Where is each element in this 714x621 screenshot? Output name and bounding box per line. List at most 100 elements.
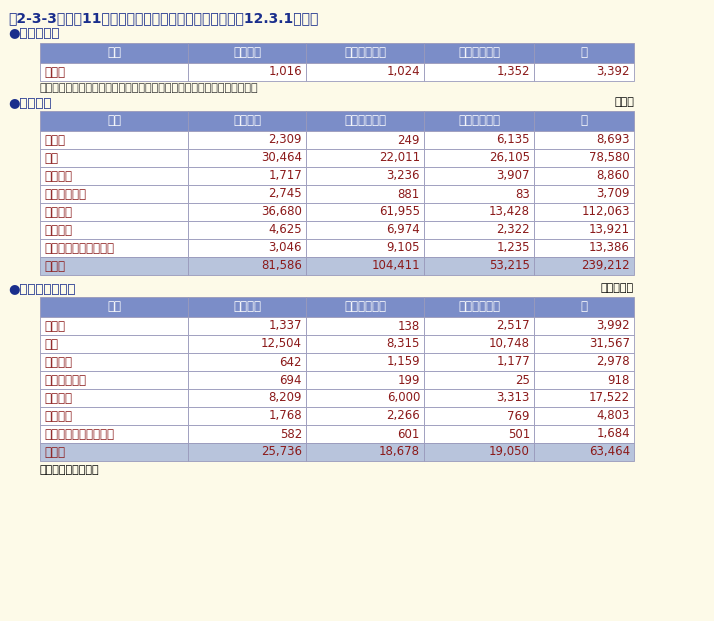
- Text: 10,748: 10,748: [489, 337, 530, 350]
- Text: 高等学校: 高等学校: [44, 391, 72, 404]
- Text: 公益法人: 公益法人: [233, 47, 261, 60]
- Text: 3,907: 3,907: [496, 170, 530, 183]
- Text: 30,464: 30,464: [261, 152, 302, 165]
- Bar: [534, 43, 634, 63]
- Text: 短期大学: 短期大学: [44, 170, 72, 183]
- Bar: [424, 443, 534, 461]
- Text: 19,050: 19,050: [489, 445, 530, 458]
- Text: 12,504: 12,504: [261, 337, 302, 350]
- Text: 合　計: 合 計: [44, 445, 65, 458]
- Text: 専修学校: 専修学校: [44, 409, 72, 422]
- Bar: [424, 185, 534, 203]
- Bar: [40, 353, 188, 371]
- Bar: [306, 389, 424, 407]
- Bar: [534, 63, 634, 81]
- Bar: [306, 63, 424, 81]
- Bar: [306, 43, 424, 63]
- Text: 199: 199: [398, 373, 420, 386]
- Bar: [534, 389, 634, 407]
- Bar: [306, 297, 424, 317]
- Text: 主体数: 主体数: [44, 65, 65, 78]
- Bar: [40, 407, 188, 425]
- Text: 1,016: 1,016: [268, 65, 302, 78]
- Bar: [534, 203, 634, 221]
- Bar: [424, 221, 534, 239]
- Bar: [424, 335, 534, 353]
- Text: 1,024: 1,024: [386, 65, 420, 78]
- Bar: [424, 203, 534, 221]
- Bar: [306, 317, 424, 335]
- Text: 8,693: 8,693: [596, 134, 630, 147]
- Bar: [534, 257, 634, 275]
- Text: 78,580: 78,580: [589, 152, 630, 165]
- Bar: [40, 425, 188, 443]
- Bar: [188, 335, 306, 353]
- Text: 区分: 区分: [107, 301, 121, 314]
- Bar: [40, 111, 188, 131]
- Text: 地方公共団体: 地方公共団体: [344, 114, 386, 127]
- Text: 18,678: 18,678: [379, 445, 420, 458]
- Bar: [188, 353, 306, 371]
- Bar: [40, 203, 188, 221]
- Text: 4,803: 4,803: [597, 409, 630, 422]
- Text: 769: 769: [508, 409, 530, 422]
- Bar: [40, 371, 188, 389]
- Text: 1,235: 1,235: [496, 242, 530, 255]
- Bar: [424, 111, 534, 131]
- Text: 13,428: 13,428: [489, 206, 530, 219]
- Bar: [188, 221, 306, 239]
- Text: 学校・その他: 学校・その他: [458, 114, 500, 127]
- Bar: [424, 63, 534, 81]
- Bar: [424, 149, 534, 167]
- Text: 63,464: 63,464: [589, 445, 630, 458]
- Text: 大学: 大学: [44, 337, 58, 350]
- Text: 4,625: 4,625: [268, 224, 302, 237]
- Bar: [534, 239, 634, 257]
- Text: 1,159: 1,159: [386, 355, 420, 368]
- Bar: [306, 257, 424, 275]
- Text: 3,392: 3,392: [596, 65, 630, 78]
- Text: 6,974: 6,974: [386, 224, 420, 237]
- Text: 計: 計: [580, 114, 588, 127]
- Text: 高等専門学校: 高等専門学校: [44, 188, 86, 201]
- Text: 公益法人: 公益法人: [233, 301, 261, 314]
- Bar: [188, 443, 306, 461]
- Bar: [40, 335, 188, 353]
- Text: 6,135: 6,135: [496, 134, 530, 147]
- Bar: [424, 317, 534, 335]
- Text: 合　計: 合 計: [44, 260, 65, 273]
- Text: 地方公共団体: 地方公共団体: [344, 47, 386, 60]
- Text: 81,586: 81,586: [261, 260, 302, 273]
- Text: 計: 計: [580, 47, 588, 60]
- Text: 1,352: 1,352: [496, 65, 530, 78]
- Bar: [534, 353, 634, 371]
- Bar: [424, 257, 534, 275]
- Bar: [306, 131, 424, 149]
- Bar: [188, 425, 306, 443]
- Bar: [534, 443, 634, 461]
- Text: 22,011: 22,011: [379, 152, 420, 165]
- Text: 公益法人: 公益法人: [233, 114, 261, 127]
- Bar: [188, 167, 306, 185]
- Text: 学校・その他: 学校・その他: [458, 47, 500, 60]
- Text: ●奨学金支給総額: ●奨学金支給総額: [8, 283, 76, 296]
- Bar: [40, 317, 188, 335]
- Text: 3,236: 3,236: [386, 170, 420, 183]
- Bar: [534, 297, 634, 317]
- Bar: [188, 257, 306, 275]
- Text: 3,313: 3,313: [497, 391, 530, 404]
- Bar: [534, 407, 634, 425]
- Bar: [424, 131, 534, 149]
- Bar: [306, 371, 424, 389]
- Bar: [40, 131, 188, 149]
- Text: 8,209: 8,209: [268, 391, 302, 404]
- Bar: [424, 371, 534, 389]
- Bar: [188, 239, 306, 257]
- Bar: [306, 443, 424, 461]
- Bar: [40, 167, 188, 185]
- Text: 25: 25: [515, 373, 530, 386]
- Bar: [424, 353, 534, 371]
- Bar: [534, 221, 634, 239]
- Bar: [188, 203, 306, 221]
- Bar: [306, 407, 424, 425]
